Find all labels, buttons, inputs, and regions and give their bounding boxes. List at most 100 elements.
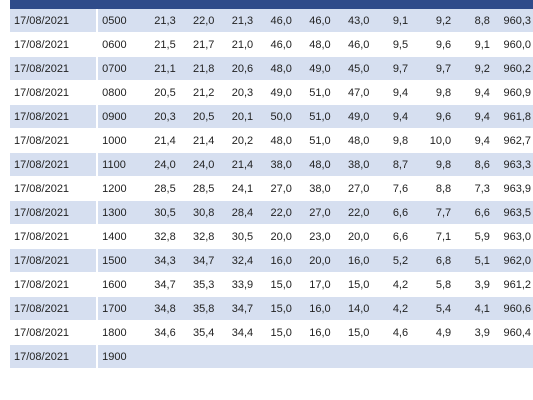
value-cell: 9,1 [369, 9, 409, 33]
value-cell: 21,3 [136, 9, 176, 33]
table-row: 17/08/2021 1000 21,4 21,4 20,2 48,0 51,0 48,0 9,… [10, 128, 533, 153]
value-cell: 14,0 [330, 296, 370, 321]
hour-cell: 0900 [96, 104, 137, 129]
value-cell: 48,0 [291, 152, 331, 177]
value-cell: 48,0 [330, 128, 370, 153]
value-cell: 7,3 [451, 176, 490, 201]
value-cell: 7,1 [408, 224, 452, 249]
value-cell: 21,7 [175, 32, 215, 57]
value-cell: 30,8 [175, 200, 215, 225]
table-row: 17/08/2021 1100 24,0 24,0 21,4 38,0 48,0 38,0 8,… [10, 152, 533, 177]
hour-cell: 1400 [96, 224, 137, 249]
value-cell: 6,6 [451, 200, 490, 225]
value-cell: 9,8 [369, 128, 409, 153]
hour-cell: 1700 [96, 296, 137, 321]
value-cell: 47,0 [330, 80, 370, 105]
value-cell: 51,0 [291, 80, 331, 105]
table-row: 17/08/2021 0500 21,3 22,0 21,3 46,0 46,0 43,0 9,… [10, 9, 533, 33]
value-cell: 6,6 [369, 224, 409, 249]
value-cell: 9,6 [408, 32, 452, 57]
value-cell: 15,0 [330, 320, 370, 345]
value-cell: 27,0 [291, 200, 331, 225]
value-cell: 9,4 [369, 104, 409, 129]
value-cell: 15,0 [253, 272, 292, 297]
table-row: 17/08/2021 0700 21,1 21,8 20,6 48,0 49,0 45,0 9,… [10, 56, 533, 81]
hour-cell: 0500 [96, 9, 137, 33]
value-cell: 48,0 [253, 128, 292, 153]
hour-cell: 1900 [96, 344, 137, 369]
value-cell: 34,3 [136, 248, 176, 273]
value-cell: 30,5 [214, 224, 254, 249]
value-cell: 21,5 [136, 32, 176, 57]
value-cell: 46,0 [253, 32, 292, 57]
date-cell: 17/08/2021 [10, 272, 98, 297]
value-cell: 49,0 [330, 104, 370, 129]
hour-cell: 1300 [96, 200, 137, 225]
date-cell: 17/08/2021 [10, 128, 98, 153]
value-cell: 4,2 [369, 272, 409, 297]
date-cell: 17/08/2021 [10, 176, 98, 201]
value-cell: 5,1 [451, 248, 490, 273]
value-cell: 5,4 [408, 296, 452, 321]
value-cell: 9,7 [408, 56, 452, 81]
value-cell: 20,6 [214, 56, 254, 81]
value-cell: 961,8 [489, 104, 533, 129]
table-row: 17/08/2021 1700 34,8 35,8 34,7 15,0 16,0 14,0 4,… [10, 296, 533, 321]
value-cell: 21,4 [175, 128, 215, 153]
value-cell: 21,1 [136, 56, 176, 81]
value-cell: 20,3 [214, 80, 254, 105]
value-cell: 10,0 [408, 128, 452, 153]
value-cell: 30,5 [136, 200, 176, 225]
date-cell: 17/08/2021 [10, 296, 98, 321]
value-cell: 23,0 [291, 224, 331, 249]
value-cell: 17,0 [291, 272, 331, 297]
value-cell: 960,0 [489, 32, 533, 57]
date-cell: 17/08/2021 [10, 344, 98, 369]
value-cell: 16,0 [330, 248, 370, 273]
value-cell [175, 344, 215, 369]
value-cell: 20,0 [253, 224, 292, 249]
value-cell: 960,2 [489, 56, 533, 81]
value-cell: 20,5 [175, 104, 215, 129]
value-cell: 8,6 [451, 152, 490, 177]
value-cell [253, 344, 292, 369]
value-cell: 960,6 [489, 296, 533, 321]
value-cell: 35,4 [175, 320, 215, 345]
value-cell: 34,7 [175, 248, 215, 273]
value-cell: 28,5 [136, 176, 176, 201]
value-cell: 20,1 [214, 104, 254, 129]
value-cell: 960,9 [489, 80, 533, 105]
value-cell: 963,9 [489, 176, 533, 201]
value-cell: 6,8 [408, 248, 452, 273]
value-cell: 28,5 [175, 176, 215, 201]
value-cell: 7,6 [369, 176, 409, 201]
header-bar [10, 0, 533, 9]
hour-cell: 1500 [96, 248, 137, 273]
value-cell [330, 344, 370, 369]
value-cell: 35,3 [175, 272, 215, 297]
value-cell: 5,2 [369, 248, 409, 273]
value-cell: 3,9 [451, 272, 490, 297]
value-cell: 8,8 [408, 176, 452, 201]
value-cell: 34,6 [136, 320, 176, 345]
table-row: 17/08/2021 0600 21,5 21,7 21,0 46,0 48,0 46,0 9,… [10, 32, 533, 57]
value-cell: 20,3 [136, 104, 176, 129]
value-cell: 9,1 [451, 32, 490, 57]
value-cell: 960,3 [489, 9, 533, 33]
value-cell: 15,0 [253, 296, 292, 321]
value-cell: 4,1 [451, 296, 490, 321]
value-cell: 9,5 [369, 32, 409, 57]
date-cell: 17/08/2021 [10, 224, 98, 249]
table-row: 17/08/2021 1200 28,5 28,5 24,1 27,0 38,0 27,0 7,… [10, 176, 533, 201]
value-cell: 34,7 [136, 272, 176, 297]
value-cell: 20,0 [291, 248, 331, 273]
value-cell: 7,7 [408, 200, 452, 225]
value-cell: 9,2 [408, 9, 452, 33]
table-row: 17/08/2021 1400 32,8 32,8 30,5 20,0 23,0 20,0 6,… [10, 224, 533, 249]
table-row: 17/08/2021 1500 34,3 34,7 32,4 16,0 20,0 16,0 5,… [10, 248, 533, 273]
value-cell: 20,2 [214, 128, 254, 153]
value-cell [214, 344, 254, 369]
value-cell: 38,0 [291, 176, 331, 201]
date-cell: 17/08/2021 [10, 200, 98, 225]
hour-cell: 0700 [96, 56, 137, 81]
